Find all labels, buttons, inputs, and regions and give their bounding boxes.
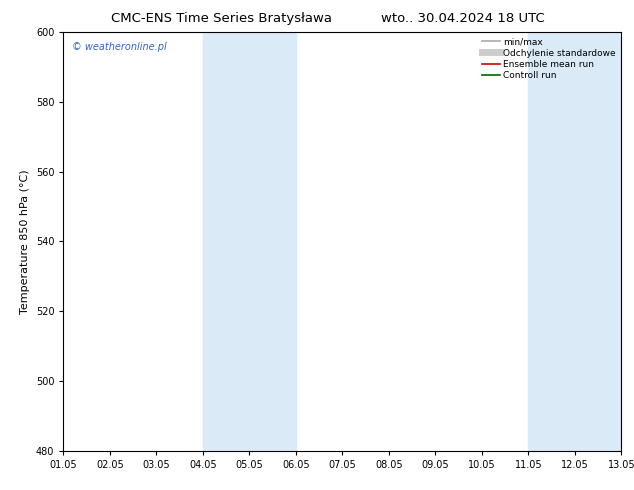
Y-axis label: Temperature 850 hPa (°C): Temperature 850 hPa (°C) [20, 169, 30, 314]
Bar [528, 32, 621, 451]
Legend: min/max, Odchylenie standardowe, Ensemble mean run, Controll run: min/max, Odchylenie standardowe, Ensembl… [479, 35, 619, 83]
Text: wto.. 30.04.2024 18 UTC: wto.. 30.04.2024 18 UTC [381, 12, 545, 25]
Bar [203, 32, 296, 451]
Text: CMC-ENS Time Series Bratysława: CMC-ENS Time Series Bratysława [112, 12, 332, 25]
Text: © weatheronline.pl: © weatheronline.pl [72, 42, 167, 52]
